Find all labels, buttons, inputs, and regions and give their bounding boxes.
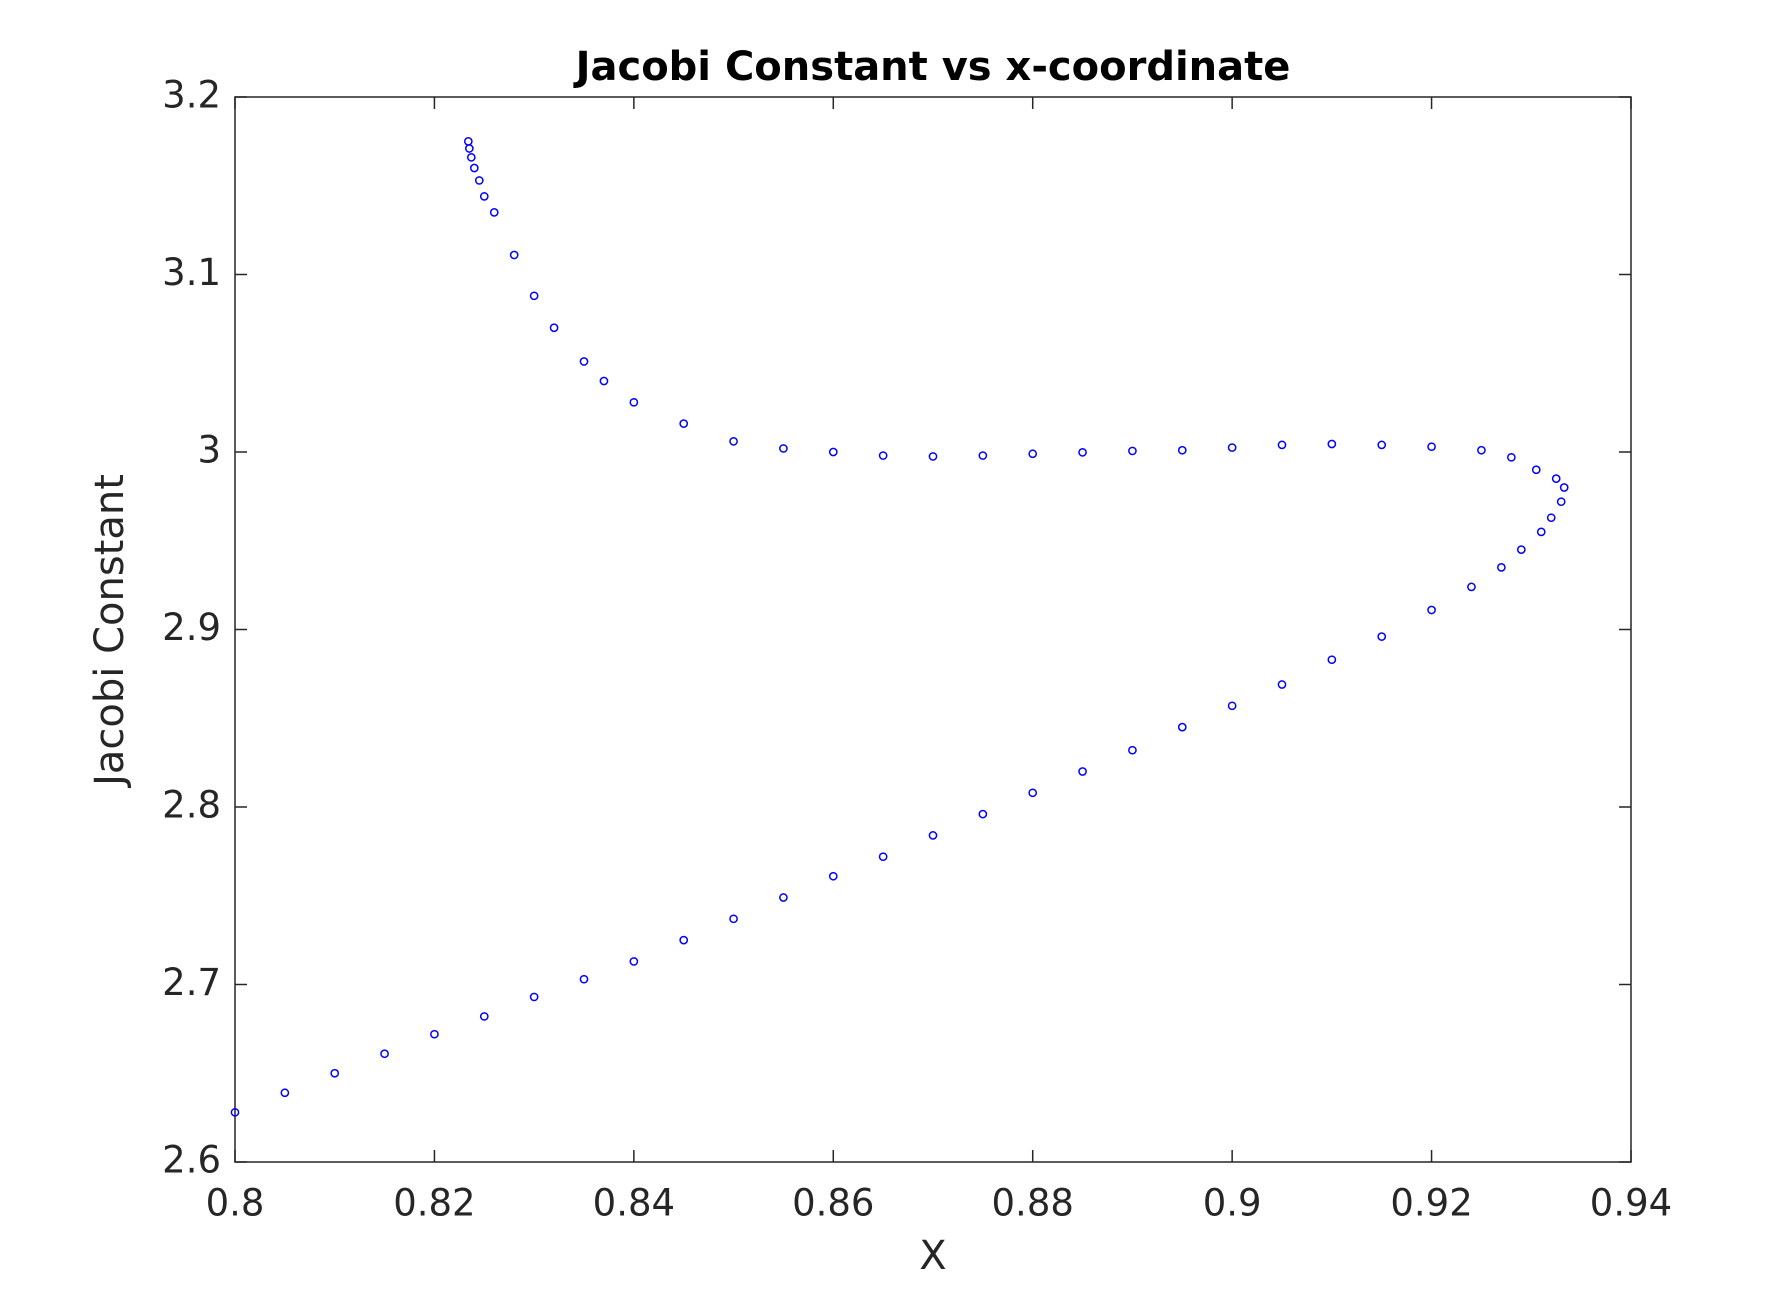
x-tick-label: 0.8 bbox=[206, 1182, 265, 1225]
scatter-point bbox=[978, 451, 988, 460]
scatter-point bbox=[1559, 483, 1569, 492]
scatter-point bbox=[489, 208, 499, 217]
x-tick-label: 0.94 bbox=[1590, 1182, 1672, 1225]
scatter-point bbox=[1277, 680, 1287, 689]
scatter-point bbox=[1477, 445, 1486, 455]
y-tick-label: 3.2 bbox=[162, 74, 221, 117]
scatter-point bbox=[729, 914, 738, 924]
scatter-point bbox=[474, 176, 484, 185]
scatter-point bbox=[828, 447, 838, 457]
y-tick-label: 2.7 bbox=[162, 961, 221, 1004]
x-tick-label: 0.84 bbox=[593, 1182, 675, 1225]
chart-title: Jacobi Constant vs x-coordinate bbox=[573, 44, 1291, 90]
scatter-point bbox=[469, 163, 479, 173]
scatter-point bbox=[779, 444, 788, 453]
scatter-point bbox=[828, 871, 838, 881]
x-tick-label: 0.88 bbox=[992, 1182, 1074, 1225]
scatter-point bbox=[1546, 513, 1556, 523]
scatter-point bbox=[629, 957, 639, 966]
scatter-point bbox=[579, 357, 589, 366]
scatter-point bbox=[1556, 497, 1566, 507]
scatter-point bbox=[679, 419, 689, 428]
scatter-point bbox=[1506, 452, 1516, 462]
x-tick-label: 0.86 bbox=[792, 1182, 874, 1225]
scatter-point bbox=[1177, 445, 1187, 455]
scatter-point bbox=[380, 1049, 389, 1059]
scatter-point bbox=[1427, 605, 1436, 615]
scatter-point bbox=[1551, 474, 1561, 483]
y-tick-label: 3 bbox=[197, 429, 221, 472]
x-tick-label: 0.92 bbox=[1390, 1182, 1472, 1225]
scatter-point bbox=[878, 451, 888, 460]
scatter-point bbox=[928, 452, 938, 461]
scatter-point bbox=[1128, 446, 1137, 456]
scatter-point bbox=[978, 809, 988, 819]
scatter-point bbox=[579, 974, 589, 984]
scatter-point bbox=[1427, 442, 1436, 452]
scatter-point bbox=[1028, 449, 1038, 459]
scatter-point bbox=[1177, 722, 1187, 732]
scatter-point bbox=[509, 250, 519, 260]
scatter-point bbox=[729, 437, 738, 446]
scatter-point bbox=[466, 153, 476, 162]
scatter-point bbox=[1531, 465, 1541, 475]
scatter-point bbox=[679, 935, 689, 945]
scatter-point bbox=[1327, 655, 1337, 665]
scatter-point bbox=[230, 1107, 240, 1117]
scatter-point bbox=[1467, 582, 1476, 592]
scatter-point bbox=[779, 893, 788, 902]
scatter-point bbox=[1536, 527, 1546, 537]
scatter-point bbox=[1227, 701, 1237, 711]
scatter-point bbox=[1078, 448, 1087, 457]
scatter-point bbox=[330, 1068, 340, 1078]
scatter-point bbox=[1516, 545, 1526, 554]
scatter-point bbox=[1028, 788, 1038, 798]
scatter-point bbox=[464, 144, 474, 153]
x-axis-label: X bbox=[919, 1233, 946, 1279]
scatter-point bbox=[430, 1029, 439, 1039]
scatter-point bbox=[529, 291, 539, 301]
scatter-point bbox=[1128, 745, 1137, 755]
scatter-point bbox=[878, 852, 888, 862]
y-tick-label: 3.1 bbox=[162, 251, 221, 294]
scatter-point bbox=[928, 831, 938, 840]
x-tick-label: 0.9 bbox=[1203, 1182, 1262, 1225]
scatter-point bbox=[1497, 563, 1506, 572]
scatter-point bbox=[479, 192, 489, 201]
y-tick-label: 2.9 bbox=[162, 606, 221, 649]
scatter-point bbox=[1377, 440, 1387, 450]
scatter-point bbox=[280, 1088, 290, 1098]
plot-frame bbox=[234, 96, 1632, 1163]
scatter-point bbox=[1377, 632, 1387, 641]
scatter-point bbox=[1327, 439, 1337, 449]
scatter-point bbox=[479, 1012, 489, 1021]
y-tick-label: 2.8 bbox=[162, 784, 221, 827]
scatter-point bbox=[1227, 443, 1237, 452]
scatter-point bbox=[529, 992, 539, 1002]
scatter-point bbox=[599, 376, 609, 386]
scatter-point bbox=[463, 137, 473, 146]
y-axis-label: Jacobi Constant bbox=[87, 474, 133, 789]
scatter-point bbox=[549, 323, 559, 333]
scatter-point bbox=[629, 397, 639, 407]
y-tick-label: 2.6 bbox=[162, 1139, 221, 1182]
x-tick-label: 0.82 bbox=[393, 1182, 475, 1225]
scatter-point bbox=[1078, 767, 1087, 776]
scatter-point bbox=[1277, 440, 1287, 450]
